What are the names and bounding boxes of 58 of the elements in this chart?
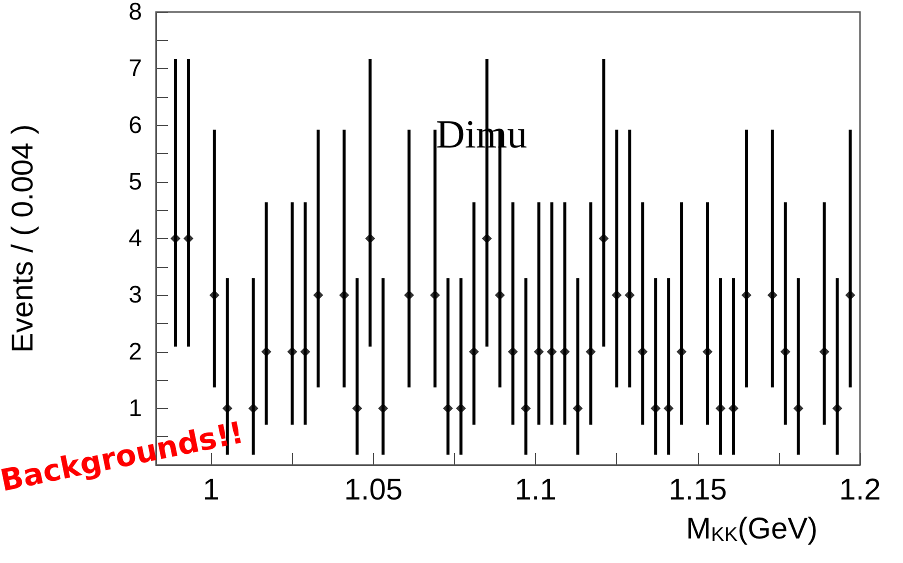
point bbox=[222, 403, 232, 414]
point bbox=[832, 403, 842, 414]
y-tick-label: 6 bbox=[128, 112, 142, 139]
y-tick-label: 1 bbox=[128, 394, 142, 422]
point bbox=[534, 346, 544, 357]
point bbox=[586, 346, 596, 357]
point bbox=[456, 403, 466, 414]
point bbox=[793, 403, 804, 414]
x-tick-label: 1.1 bbox=[514, 474, 556, 506]
y-tick-label: 2 bbox=[128, 338, 142, 366]
y-tick-label: 4 bbox=[128, 225, 142, 252]
point bbox=[767, 290, 778, 300]
point bbox=[494, 290, 505, 300]
point bbox=[468, 346, 479, 357]
point bbox=[780, 346, 790, 357]
x-tick-label: 1.15 bbox=[668, 474, 727, 506]
point bbox=[442, 403, 453, 414]
y-tick-label: 5 bbox=[128, 168, 142, 196]
point bbox=[612, 290, 622, 300]
x-tick-label: 1.05 bbox=[344, 474, 403, 506]
point bbox=[598, 234, 609, 244]
y-tick-label: 3 bbox=[128, 282, 142, 309]
point bbox=[508, 346, 518, 357]
point bbox=[676, 346, 687, 357]
point bbox=[378, 403, 388, 414]
point bbox=[248, 403, 258, 414]
point bbox=[209, 290, 220, 300]
point bbox=[819, 346, 830, 357]
point bbox=[650, 403, 661, 414]
point bbox=[664, 403, 674, 414]
point bbox=[261, 346, 272, 357]
point bbox=[430, 290, 440, 300]
point bbox=[352, 403, 362, 414]
point bbox=[313, 290, 324, 300]
point bbox=[339, 290, 350, 300]
point bbox=[572, 403, 583, 414]
point bbox=[716, 403, 726, 414]
point bbox=[287, 346, 298, 357]
point bbox=[845, 290, 856, 300]
point bbox=[520, 403, 531, 414]
point bbox=[546, 346, 557, 357]
x-tick-label: 1.2 bbox=[839, 474, 881, 506]
point bbox=[638, 346, 648, 357]
y-tick-label: 7 bbox=[128, 55, 142, 82]
point bbox=[728, 403, 738, 414]
point bbox=[741, 290, 752, 300]
y-tick-label: 8 bbox=[128, 0, 142, 26]
y-axis-title: Events / ( 0.004 ) bbox=[6, 124, 40, 353]
x-axis-title: MKK(GeV) bbox=[686, 512, 818, 546]
point bbox=[560, 346, 570, 357]
point bbox=[365, 234, 376, 244]
point bbox=[404, 290, 414, 300]
point bbox=[482, 234, 492, 244]
point bbox=[183, 234, 194, 244]
point bbox=[300, 346, 310, 357]
point bbox=[170, 234, 180, 244]
point bbox=[702, 346, 713, 357]
point bbox=[624, 290, 635, 300]
